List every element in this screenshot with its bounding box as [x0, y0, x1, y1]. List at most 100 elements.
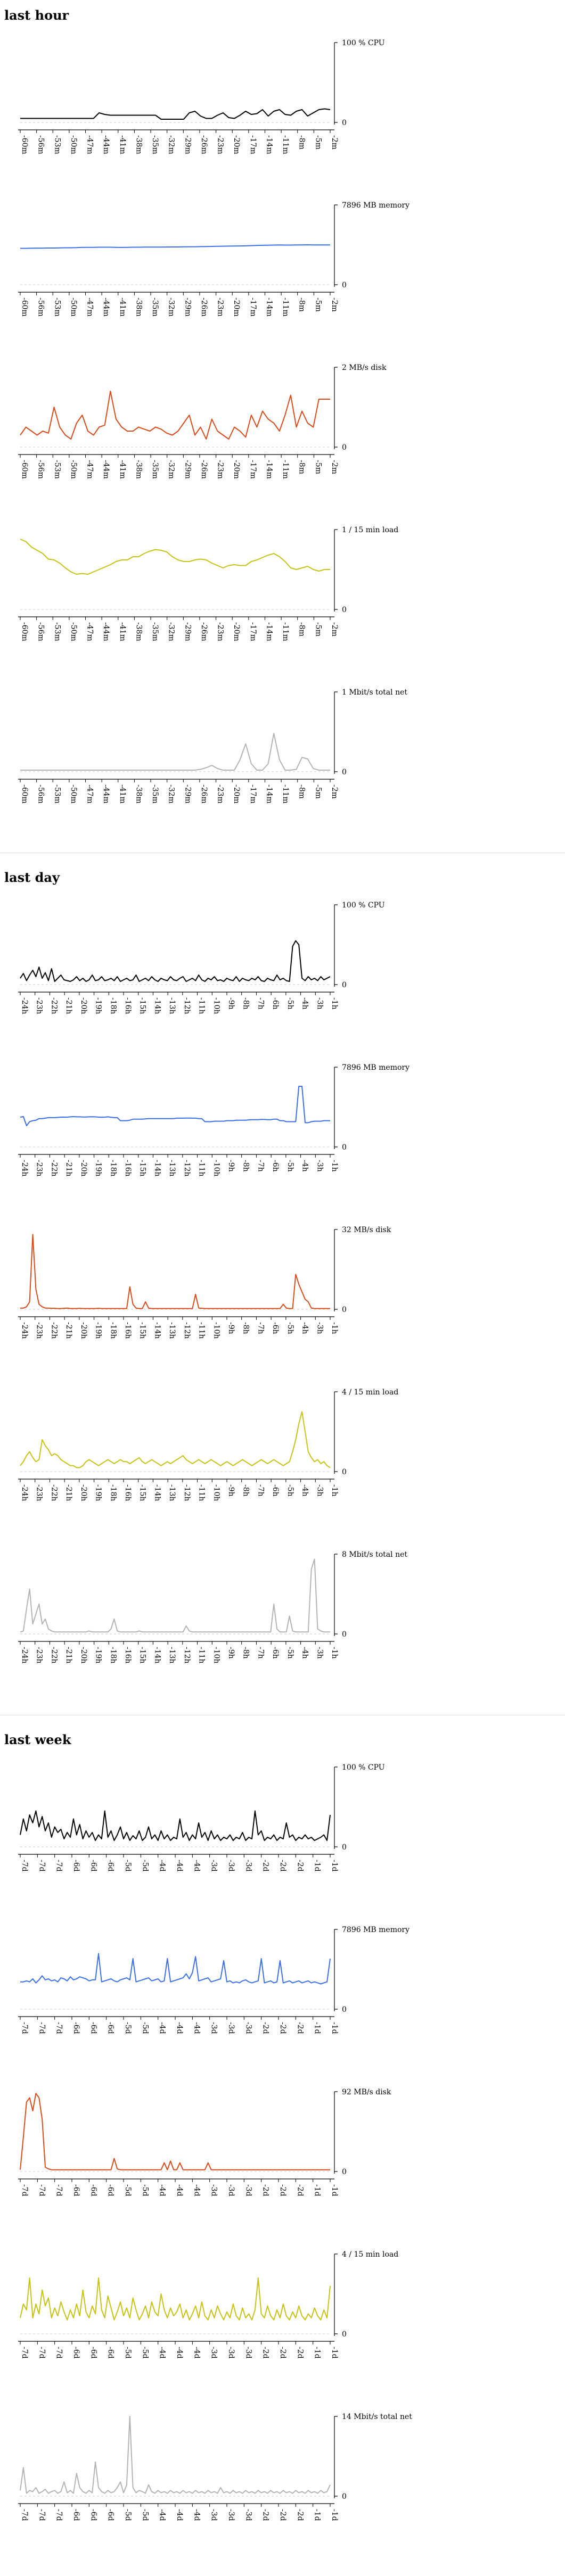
x-tick-label: -2d — [279, 1860, 287, 1872]
x-tick-label: -56m — [37, 460, 45, 479]
chart-label: 100 % CPU — [342, 901, 385, 910]
x-tick-label: -6d — [107, 2509, 115, 2521]
x-tick-label: -17m — [249, 298, 257, 317]
x-tick-label: -8m — [298, 135, 306, 150]
x-tick-label: -4d — [175, 2184, 184, 2197]
y-zero-label: 0 — [342, 1143, 347, 1152]
x-tick-label: -11m — [281, 460, 290, 479]
x-tick-label: -3d — [210, 1860, 218, 1872]
x-tick-label: -4d — [192, 2022, 201, 2034]
x-tick-label: -21h — [64, 1160, 73, 1177]
x-tick-label: -47m — [86, 298, 94, 317]
x-tick-label: -29m — [183, 622, 192, 641]
x-tick-label: -50m — [69, 135, 78, 154]
x-tick-label: -41m — [118, 460, 127, 479]
section-title: last week — [4, 1732, 71, 1747]
x-tick-label: -6d — [72, 1860, 80, 1872]
x-tick-label: -20m — [232, 622, 241, 641]
x-tick-label: -2d — [296, 2022, 304, 2034]
series-line — [20, 108, 331, 120]
x-tick-label: -1d — [330, 2347, 339, 2359]
x-tick-label: -4h — [301, 997, 309, 1010]
x-tick-label: -19h — [94, 997, 103, 1014]
x-tick-label: -32m — [167, 785, 176, 804]
y-zero-label: 0 — [342, 768, 347, 777]
x-tick-label: -13h — [168, 1160, 176, 1177]
x-tick-label: -50m — [69, 622, 78, 641]
chart-label: 8 Mbit/s total net — [342, 1550, 407, 1559]
chart-label: 92 MB/s disk — [342, 2088, 391, 2096]
x-tick-label: -35m — [151, 622, 159, 641]
x-tick-label: -26m — [200, 135, 208, 154]
x-tick-label: -4d — [192, 2509, 201, 2521]
x-tick-label: -6d — [107, 2184, 115, 2197]
x-tick-label: -3d — [210, 2184, 218, 2197]
metric-chart: 100 % CPU 0 -60m -56m -53m -50m -47m -44m -41m -3… — [18, 39, 385, 154]
x-tick-label: -11h — [198, 1647, 206, 1664]
x-tick-label: -22h — [50, 1647, 58, 1664]
x-tick-label: -14m — [265, 135, 273, 154]
x-tick-label: -1d — [313, 1860, 322, 1872]
x-tick-label: -7d — [55, 1860, 63, 1872]
x-tick-label: -5d — [124, 2509, 132, 2521]
x-tick-label: -24h — [20, 1484, 29, 1501]
metric-chart: 32 MB/s disk 0 -24h -23h -22h -21h -20h -19h -18… — [18, 1226, 391, 1339]
x-tick-label: -29m — [183, 460, 192, 479]
x-tick-label: -7d — [20, 2347, 29, 2359]
x-tick-label: -60m — [20, 298, 29, 317]
x-tick-label: -44m — [102, 622, 110, 641]
x-tick-label: -29m — [183, 785, 192, 804]
x-tick-label: -20h — [79, 1160, 88, 1177]
x-tick-label: -4d — [192, 2184, 201, 2197]
chart-label: 7896 MB memory — [342, 1926, 410, 1934]
x-tick-label: -9h — [227, 1160, 235, 1172]
x-tick-label: -2d — [279, 2022, 287, 2034]
x-tick-label: -44m — [102, 460, 110, 479]
x-tick-label: -3h — [315, 997, 324, 1010]
x-tick-label: -8h — [242, 1160, 250, 1172]
x-tick-label: -18h — [109, 1322, 117, 1339]
x-tick-label: -2m — [330, 135, 339, 150]
x-tick-label: -44m — [102, 135, 110, 154]
x-tick-label: -4d — [158, 2509, 167, 2521]
x-tick-label: -3h — [315, 1647, 324, 1659]
x-tick-label: -9h — [227, 1322, 235, 1334]
x-tick-label: -14m — [265, 460, 273, 479]
x-tick-label: -26m — [200, 298, 208, 317]
x-tick-label: -7d — [20, 2184, 29, 2197]
chart-label: 1 / 15 min load — [342, 526, 398, 534]
series-line — [20, 1810, 331, 1841]
x-tick-label: -4d — [192, 1860, 201, 1872]
x-tick-label: -8m — [298, 298, 306, 312]
metric-chart: 7896 MB memory 0 -7d -7d -7d -6d -6d -6d -5d -5d -… — [18, 1926, 410, 2034]
x-tick-label: -53m — [53, 135, 61, 154]
x-tick-label: -3d — [244, 1860, 252, 1872]
x-tick-label: -3d — [227, 2347, 235, 2359]
x-tick-label: -8h — [242, 1322, 250, 1334]
x-tick-label: -2m — [330, 622, 339, 637]
x-tick-label: -50m — [69, 785, 78, 804]
x-tick-label: -12h — [183, 1322, 191, 1339]
x-tick-label: -15h — [138, 1160, 147, 1177]
series-line — [20, 244, 330, 249]
x-tick-label: -10h — [212, 1484, 220, 1501]
x-tick-label: -4d — [175, 2022, 184, 2034]
y-zero-label: 0 — [342, 2005, 347, 2014]
x-tick-label: -3d — [244, 2022, 252, 2034]
x-tick-label: -7d — [37, 2022, 46, 2034]
x-tick-label: -23m — [216, 135, 225, 154]
x-tick-label: -21h — [64, 997, 73, 1014]
x-tick-label: -53m — [53, 785, 61, 804]
x-tick-label: -6d — [72, 2347, 80, 2359]
x-tick-label: -8h — [242, 1647, 250, 1659]
x-tick-label: -16h — [124, 1160, 132, 1177]
x-tick-label: -13h — [168, 1484, 176, 1501]
x-tick-label: -17m — [249, 135, 257, 154]
x-tick-label: -38m — [134, 622, 143, 641]
series-line — [20, 940, 331, 982]
x-tick-label: -9h — [227, 997, 235, 1010]
x-tick-label: -8m — [298, 622, 306, 637]
x-tick-label: -7d — [20, 2022, 29, 2034]
x-tick-label: -11m — [281, 622, 290, 641]
